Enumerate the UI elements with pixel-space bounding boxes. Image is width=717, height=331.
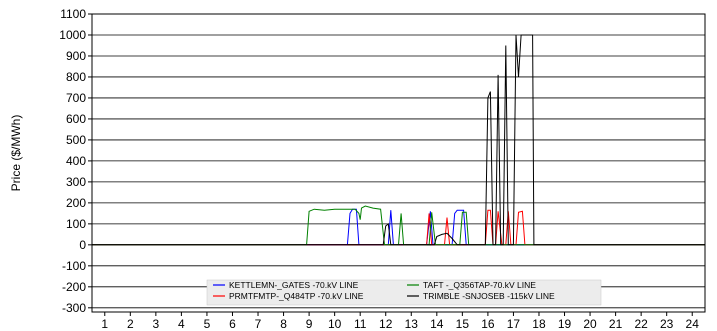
y-tick-labels: -300 -200 -100 0 100 200 300 400 500 600 700 800 900… (59, 7, 86, 315)
y-tick-label: 1000 (59, 28, 86, 42)
x-tick-label: 22 (634, 317, 648, 331)
grid-lines (88, 13, 705, 316)
x-tick-label: 23 (660, 317, 674, 331)
x-tick-label: 9 (306, 317, 313, 331)
x-tick-label: 19 (558, 317, 572, 331)
x-tick-label: 13 (405, 317, 419, 331)
x-tick-label: 7 (255, 317, 262, 331)
legend-entry: PRMTFMTP-_Q484TP -70.kV LINE (229, 291, 364, 301)
plot-frame (91, 13, 706, 313)
x-tick-label: 17 (507, 317, 521, 331)
y-tick-label: 700 (66, 91, 86, 105)
y-tick-label: 800 (66, 70, 86, 84)
legend-box (206, 279, 602, 306)
y-tick-label: 300 (66, 175, 86, 189)
y-tick-label: 0 (79, 238, 86, 252)
y-tick-label: 500 (66, 133, 86, 147)
series-lines (92, 34, 705, 246)
x-tick-label: 2 (127, 317, 134, 331)
x-tick-label: 1 (101, 317, 108, 331)
x-tick-label: 18 (532, 317, 546, 331)
x-tick-label: 6 (229, 317, 236, 331)
x-tick-label: 10 (328, 317, 342, 331)
x-tick-labels: 1 2 3 4 5 6 7 8 9 10 11 12 13 14 15 16 17 18 19 20 21 22 23 24 (101, 317, 699, 331)
y-tick-label: -300 (62, 301, 86, 315)
x-tick-label: 12 (379, 317, 393, 331)
y-tick-label: 1100 (60, 7, 86, 21)
y-tick-label: 400 (66, 154, 86, 168)
x-tick-label: 8 (280, 317, 287, 331)
y-axis-label: Price ($/MWh) (9, 115, 23, 192)
y-tick-label: 100 (66, 217, 86, 231)
x-tick-label: 3 (153, 317, 160, 331)
x-tick-label: 24 (686, 317, 700, 331)
y-tick-label: -200 (62, 280, 86, 294)
series-line-3 (92, 34, 705, 246)
y-tick-label: -100 (62, 259, 86, 273)
x-tick-label: 15 (456, 317, 470, 331)
x-tick-label: 4 (178, 317, 185, 331)
series-line-2 (92, 205, 705, 246)
y-tick-label: 900 (66, 49, 86, 63)
x-tick-label: 16 (481, 317, 495, 331)
x-tick-label: 5 (204, 317, 211, 331)
legend-entry: TRIMBLE -SNJOSEB -115kV LINE (423, 291, 555, 301)
legend-entry: KETTLEMN-_GATES -70.kV LINE (229, 280, 359, 290)
y-tick-label: 200 (66, 196, 86, 210)
legend: KETTLEMN-_GATES -70.kV LINEPRMTFMTP-_Q48… (206, 279, 602, 306)
x-tick-label: 14 (430, 317, 444, 331)
x-tick-label: 11 (354, 317, 367, 331)
y-tick-label: 600 (66, 112, 86, 126)
x-tick-label: 20 (583, 317, 597, 331)
x-tick-label: 21 (609, 317, 623, 331)
legend-entry: TAFT -_Q356TAP-70.kV LINE (423, 280, 536, 290)
